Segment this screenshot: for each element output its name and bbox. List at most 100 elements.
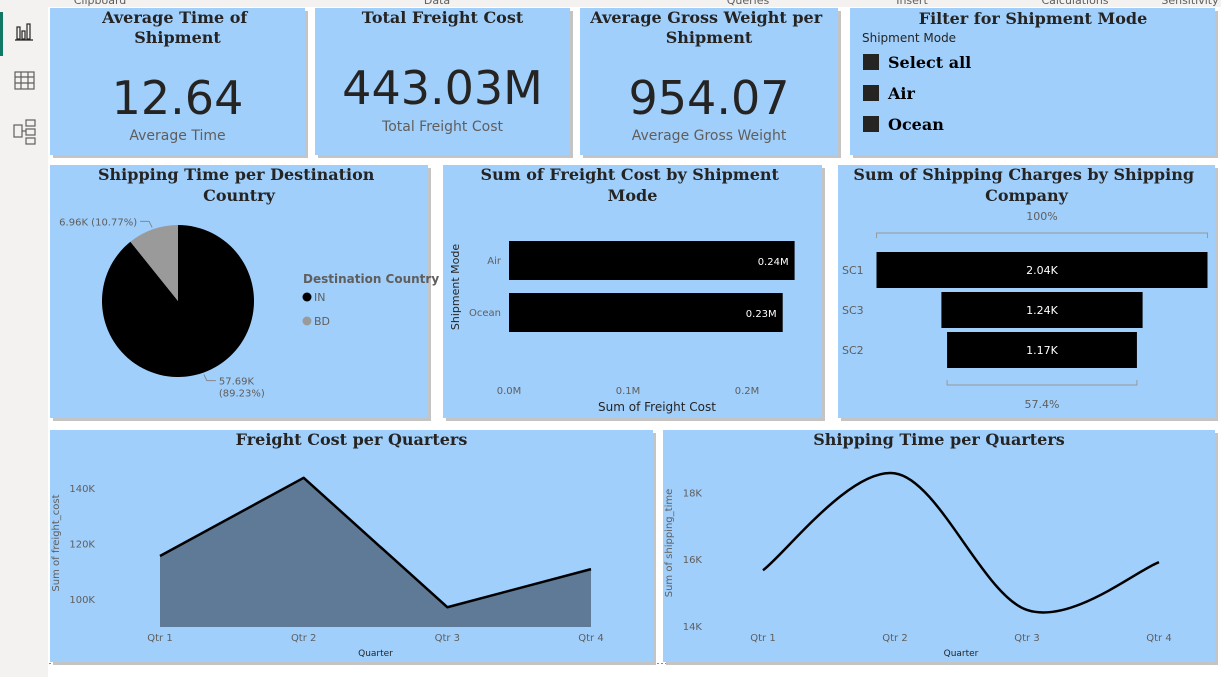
card-title: Average Gross Weight per Shipment — [589, 8, 827, 47]
slicer-checkbox[interactable] — [863, 116, 879, 132]
pie-slice — [130, 225, 178, 301]
x-tick-label: Qtr 1 — [750, 633, 775, 644]
funnel-bracket — [946, 380, 1138, 386]
panel — [580, 8, 838, 155]
slicer-checkbox[interactable] — [863, 54, 879, 70]
legend-title: Destination Country — [303, 272, 439, 286]
slicer-title: Filter for Shipment Mode — [919, 9, 1148, 28]
x-tick-label: Qtr 3 — [1014, 633, 1039, 644]
panel — [50, 8, 305, 155]
slicer-option[interactable]: Select all — [888, 53, 971, 72]
leader-line — [203, 374, 216, 382]
x-axis-title: Quarter — [358, 649, 393, 659]
panel — [850, 8, 1215, 155]
ribbon-group-label: Sensitivity — [1161, 0, 1219, 7]
ribbon-group-label: Clipboard — [74, 0, 127, 7]
legend-label: IN — [314, 291, 325, 304]
x-tick-label: Qtr 3 — [435, 633, 460, 644]
category-label: SC1 — [842, 264, 864, 277]
sidebar — [0, 0, 48, 677]
text-line: Country — [203, 186, 275, 205]
y-tick-label: 14K — [683, 622, 703, 633]
x-tick-label: Qtr 4 — [1146, 633, 1171, 644]
text-line: Shipping Time per Destination — [98, 165, 380, 184]
x-tick-label: Qtr 4 — [578, 633, 603, 644]
table-view-icon[interactable] — [14, 71, 35, 90]
bar — [509, 241, 795, 280]
panel — [315, 8, 570, 155]
x-tick-label: 0.0M — [497, 386, 522, 397]
y-tick-label: 100K — [69, 595, 95, 606]
slicer-field: Shipment Mode — [862, 31, 956, 45]
data-label: 6.96K (10.77%) — [59, 217, 137, 228]
y-axis-title: Sum of freight_cost — [51, 494, 62, 591]
data-label: 1.24K — [1026, 304, 1058, 317]
data-label: 1.17K — [1026, 344, 1058, 357]
category-label: Ocean — [469, 308, 501, 319]
card-value: 12.64 — [112, 71, 244, 125]
card-label: Average Time — [129, 128, 225, 144]
line — [762, 472, 1160, 614]
slicer-checkbox[interactable] — [863, 85, 879, 101]
x-tick-label: Qtr 2 — [291, 633, 316, 644]
data-label: 2.04K — [1026, 264, 1058, 277]
panel — [663, 430, 1215, 662]
x-tick-label: 0.2M — [735, 386, 760, 397]
funnel-bar — [941, 292, 1143, 328]
chart-title: Sum of Shipping Charges by Shipping Comp… — [853, 165, 1199, 205]
funnel-bar — [947, 332, 1137, 368]
category-label: Air — [487, 256, 502, 267]
chart-title: Shipping Time per Quarters — [813, 430, 1065, 449]
data-label: 57.69K (89.23%) — [219, 377, 265, 400]
active-indicator — [0, 12, 3, 56]
line — [159, 476, 592, 609]
y-axis-title: Sum of shipping_time — [664, 489, 675, 598]
funnel-top-label: 100% — [1026, 210, 1057, 223]
card-value: 443.03M — [342, 61, 543, 115]
y-tick-label: 18K — [683, 488, 703, 499]
data-label: 0.24M — [758, 257, 789, 268]
funnel-bracket — [876, 232, 1208, 238]
slicer-option[interactable]: Air — [887, 84, 915, 103]
y-tick-label: 120K — [69, 540, 95, 551]
ribbon-group-label: Queries — [727, 0, 770, 7]
report-view-icon[interactable] — [15, 23, 33, 41]
chart-title: Shipping Time per Destination Country — [98, 165, 380, 205]
text-line: Mode — [608, 186, 658, 205]
slicer-option[interactable]: Ocean — [888, 115, 944, 134]
chart-title: Freight Cost per Quarters — [236, 430, 468, 449]
bar — [509, 293, 783, 332]
legend-marker — [302, 292, 312, 302]
model-view-icon[interactable] — [13, 119, 36, 145]
card-value: 954.07 — [629, 71, 790, 125]
text-line: Shipment — [666, 28, 753, 47]
ribbon-group-label: Insert — [896, 0, 928, 7]
y-tick-label: 140K — [69, 484, 95, 495]
text-line: Sum of Shipping Charges by Shipping — [853, 165, 1199, 184]
x-tick-label: Qtr 2 — [882, 633, 907, 644]
text-line: Company — [985, 186, 1069, 205]
card-label: Average Gross Weight — [632, 128, 787, 144]
text-line: 57.69K — [219, 377, 257, 388]
text-line: Sum of Freight Cost by Shipment — [481, 165, 785, 184]
category-label: SC3 — [842, 304, 864, 317]
card-title: Average Time of Shipment — [101, 8, 253, 47]
card-title: Total Freight Cost — [362, 8, 524, 27]
ribbon-group-label: Calculations — [1041, 0, 1108, 7]
y-tick-label: 16K — [683, 555, 703, 566]
card-label: Total Freight Cost — [381, 119, 503, 135]
x-axis-title: Sum of Freight Cost — [598, 400, 716, 414]
x-axis-title: Quarter — [944, 649, 979, 659]
chart-title: Sum of Freight Cost by Shipment Mode — [481, 165, 785, 205]
data-label: 0.23M — [746, 309, 777, 320]
text-line: Average Gross Weight per — [589, 8, 827, 27]
legend-label: BD — [314, 315, 330, 328]
text-line: (89.23%) — [219, 389, 265, 400]
x-tick-label: 0.1M — [616, 386, 641, 397]
area-fill — [160, 477, 591, 627]
ribbon-group-label: Data — [424, 0, 450, 7]
legend-marker — [302, 316, 312, 326]
category-label: SC2 — [842, 344, 864, 357]
text-line: Shipment — [134, 28, 221, 47]
